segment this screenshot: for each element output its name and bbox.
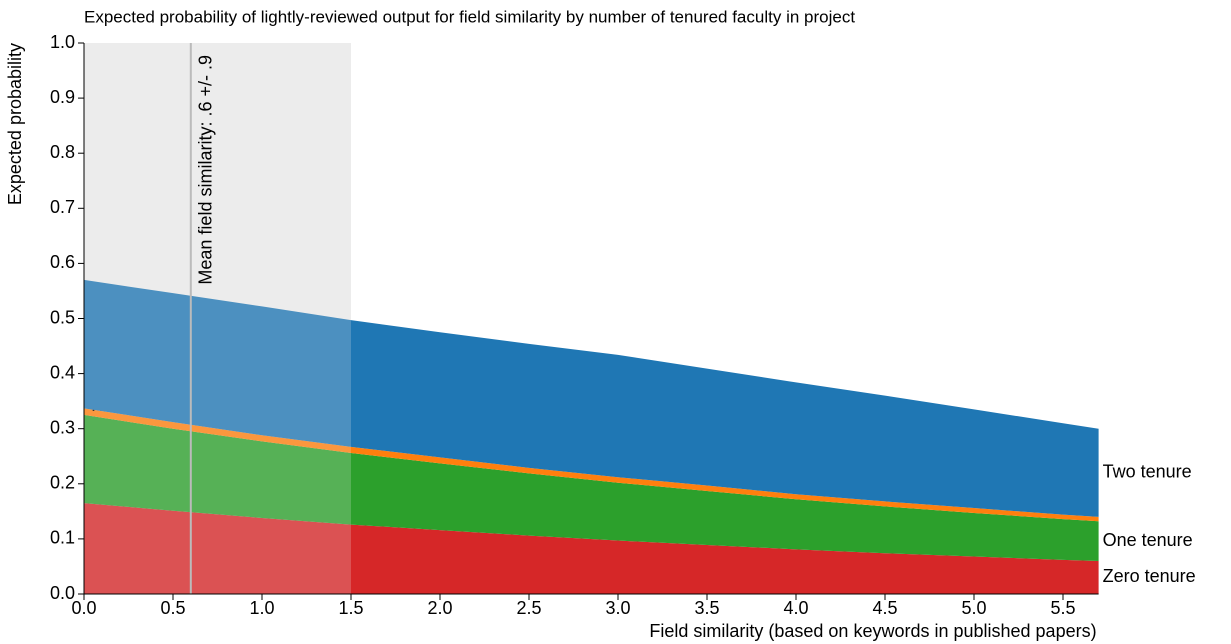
y-tick-label: 0.9 <box>50 87 75 107</box>
area <box>84 408 1099 522</box>
series-label: One tenure <box>1103 530 1193 550</box>
x-tick-label: 1.0 <box>249 598 274 618</box>
y-tick-label: 0.8 <box>50 142 75 162</box>
x-tick-label: 4.5 <box>872 598 897 618</box>
area <box>84 414 1099 561</box>
y-tick-label: 0.5 <box>50 307 75 327</box>
y-tick-label: 0.6 <box>50 252 75 272</box>
x-tick-label: 3.0 <box>605 598 630 618</box>
x-tick-label: 3.5 <box>694 598 719 618</box>
x-tick-label: 0.0 <box>71 598 96 618</box>
x-tick-label: 0.5 <box>160 598 185 618</box>
y-tick-label: 1.0 <box>50 32 75 52</box>
mean-label: Mean field similarity: .6 +/- .9 <box>196 55 216 285</box>
x-tick-label: 1.5 <box>338 598 363 618</box>
y-tick-label: 0.7 <box>50 197 75 217</box>
y-tick-label: 0.1 <box>50 528 75 548</box>
y-tick-label: 0.2 <box>50 473 75 493</box>
x-tick-label: 2.5 <box>516 598 541 618</box>
x-tick-label: 4.0 <box>783 598 808 618</box>
area <box>84 503 1099 594</box>
x-tick-label: 5.5 <box>1050 598 1075 618</box>
y-axis-label: Expected probability <box>5 43 25 205</box>
y-tick-label: 0.3 <box>50 417 75 437</box>
shaded-range-overlay <box>84 43 351 594</box>
x-axis-label: Field similarity (based on keywords in p… <box>649 621 1096 641</box>
series-label: Two tenure <box>1103 462 1192 482</box>
series-label: Zero tenure <box>1103 566 1196 586</box>
x-tick-label: 5.0 <box>961 598 986 618</box>
y-tick-label: 0.0 <box>50 583 75 603</box>
chart-title: Expected probability of lightly-reviewed… <box>84 7 855 26</box>
y-tick-label: 0.4 <box>50 362 75 382</box>
x-tick-label: 2.0 <box>427 598 452 618</box>
area <box>84 279 1099 517</box>
